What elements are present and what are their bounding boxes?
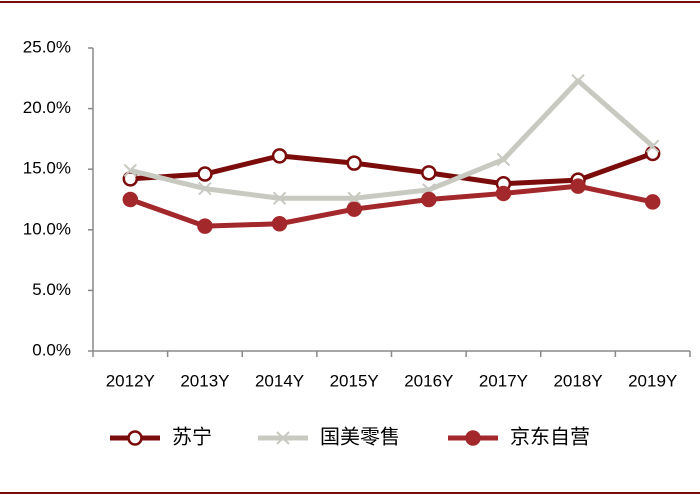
marker [346,155,362,171]
x-tick-label: 2019Y [628,371,677,390]
marker [644,194,661,210]
x-tick-label: 2013Y [180,371,229,390]
y-tick-label: 10.0% [23,219,71,238]
marker [347,191,361,205]
series-line [129,183,654,229]
marker [346,201,362,217]
x-tick-label: 2012Y [106,371,155,390]
marker [421,165,437,181]
marker [272,191,287,205]
marker [571,74,585,88]
y-tick-label: 15.0% [23,159,71,178]
y-tick-label: 25.0% [23,37,71,56]
marker [496,152,511,167]
x-tick-label: 2016Y [404,371,453,390]
marker [198,181,212,196]
marker [495,185,512,202]
marker [421,191,437,208]
marker [197,218,213,234]
marker [644,145,661,162]
x-tick-label: 2017Y [479,371,528,390]
legend-label: 京东自营 [510,425,590,448]
x-tick-label: 2014Y [255,371,304,390]
marker [197,166,213,182]
marker [271,148,288,164]
marker [570,178,586,194]
y-tick-label: 0.0% [32,340,71,359]
legend-label: 国美零售 [320,425,400,448]
series-line [130,151,654,187]
legend-marker [465,430,481,446]
x-tick-label: 2015Y [330,371,379,390]
y-tick-label: 20.0% [23,98,71,117]
y-tick-label: 5.0% [32,280,71,299]
series-line [129,78,655,201]
marker [122,191,139,208]
marker [645,139,660,153]
marker [123,163,138,178]
marker [271,215,288,232]
x-tick-label: 2018Y [553,371,602,390]
legend-label: 苏宁 [172,425,212,448]
legend-marker [276,431,290,445]
legend-marker [127,430,143,446]
